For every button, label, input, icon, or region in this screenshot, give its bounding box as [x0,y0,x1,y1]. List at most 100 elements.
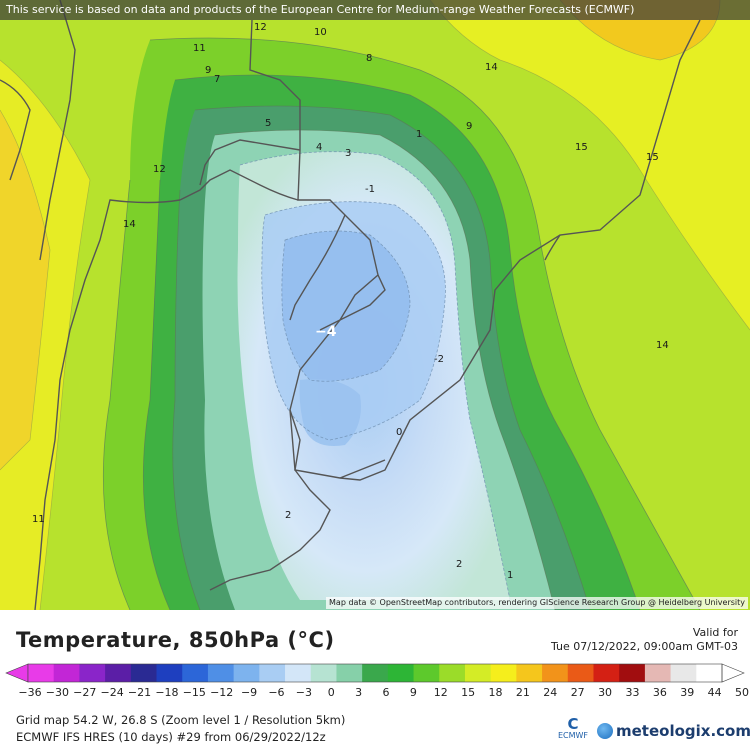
scale-tick-label: 9 [409,686,417,699]
scale-tick-label: 3 [355,686,363,699]
model-info: ECMWF IFS HRES (10 days) #29 from 06/29/… [16,730,326,744]
map-view[interactable]: 12 10 11 9 7 8 14 5 9 4 3 1 15 15 12 -1 … [0,0,750,610]
scale-tick-label: 50 [735,686,749,699]
ecmwf-icon: C [567,715,579,733]
contour-label: 11 [32,514,45,525]
scale-tick-label: 30 [598,686,613,699]
meteologix-logo-text: meteologix.com [616,722,750,740]
contour-label: 12 [153,164,166,175]
scale-swatch [439,664,466,682]
contour-label: 14 [485,62,498,73]
scale-swatch [413,664,440,682]
scale-swatch [336,664,363,682]
contour-label: 1 [507,570,513,581]
scale-tick-label: 6 [382,686,390,699]
scale-swatch [362,664,389,682]
scale-tick-label: −6 [268,686,285,699]
scale-swatch [182,664,209,682]
scale-swatch [53,664,80,682]
scale-swatch [130,664,158,682]
scale-swatch [542,664,569,682]
globe-icon [597,723,613,739]
ecmwf-disclaimer-banner: This service is based on data and produc… [0,0,750,20]
scale-swatch [644,664,672,682]
scale-tick-label: −27 [73,686,97,699]
scale-swatch [490,664,517,682]
scale-tick-label: 21 [515,686,530,699]
scale-tick-label: 33 [625,686,640,699]
scale-tick-label: −36 [18,686,42,699]
map-attribution[interactable]: Map data © OpenStreetMap contributors, r… [326,597,748,609]
scale-swatch [464,664,492,682]
scale-swatch [105,664,132,682]
scale-swatch [567,664,594,682]
scale-tick-label: 36 [652,686,667,699]
scale-tick-label: 12 [433,686,448,699]
valid-for-label: Valid for [692,626,738,639]
color-scale-bar [5,663,745,683]
meteologix-logo[interactable]: meteologix.com [597,721,750,741]
scale-arrow-right [721,663,745,683]
scale-swatch [207,664,235,682]
contour-label: -1 [365,184,375,195]
scale-border [27,663,723,683]
scale-swatch [285,664,312,682]
contour-label: 8 [366,53,372,64]
scale-tick-label: −21 [127,686,152,699]
scale-tick-label: −3 [295,686,312,699]
contour-labels: 12 10 11 9 7 8 14 5 9 4 3 1 15 15 12 -1 … [32,22,669,581]
scale-tick-label: −18 [155,686,179,699]
contour-label: 5 [265,118,271,129]
scale-swatch [259,664,286,682]
scale-swatch [387,664,415,682]
scale-tick-label: 24 [543,686,558,699]
ecmwf-logo[interactable]: C ECMWF [554,717,592,747]
contour-label: 0 [396,427,402,438]
color-scale [0,661,750,685]
contour-label: -2 [434,354,444,365]
scale-tick-label: −12 [210,686,234,699]
scale-arrow-left [5,663,29,683]
ecmwf-logo-text: ECMWF [557,731,589,740]
contour-label: 11 [193,43,206,54]
temperature-field-map: 12 10 11 9 7 8 14 5 9 4 3 1 15 15 12 -1 … [0,0,750,610]
scale-tick-label: 0 [327,686,335,699]
scale-tick-label: 18 [488,686,503,699]
scale-tick-label: 15 [461,686,476,699]
contour-label: 3 [345,148,351,159]
contour-label: 7 [214,74,220,85]
grid-info: Grid map 54.2 W, 26.8 S (Zoom level 1 / … [16,713,346,727]
scale-tick-label: −30 [45,686,69,699]
scale-swatch [696,664,723,682]
scale-swatch [79,664,106,682]
scale-swatch [516,664,543,682]
scale-tick-label: 39 [680,686,695,699]
scale-swatch [670,664,697,682]
contour-label: 9 [466,121,472,132]
contour-label: 14 [123,219,136,230]
scale-tick-label: 44 [707,686,722,699]
valid-time: Tue 07/12/2022, 09:00am GMT-03 [550,640,738,653]
contour-label: −4 [315,324,337,340]
contour-label: 4 [316,142,322,153]
contour-label: 10 [314,27,327,38]
contour-label: 9 [205,65,211,76]
contour-label: 2 [456,559,462,570]
scale-swatch [28,664,55,682]
scale-tick-label: −15 [182,686,206,699]
contour-label: 2 [285,510,291,521]
map-title: Temperature, 850hPa (°C) [16,628,335,652]
scale-tick-label: 27 [570,686,585,699]
scale-swatch [310,664,337,682]
contour-label: 15 [575,142,588,153]
contour-label: 14 [656,340,669,351]
scale-swatch [233,664,260,682]
contour-label: 1 [416,129,422,140]
scale-swatch [619,664,646,682]
scale-tick-label: −9 [240,686,258,699]
contour-label: 15 [646,152,659,163]
scale-swatch [593,664,620,682]
scale-swatch [156,664,183,682]
contour-label: 12 [254,22,267,33]
scale-tick-label: −24 [100,686,124,699]
